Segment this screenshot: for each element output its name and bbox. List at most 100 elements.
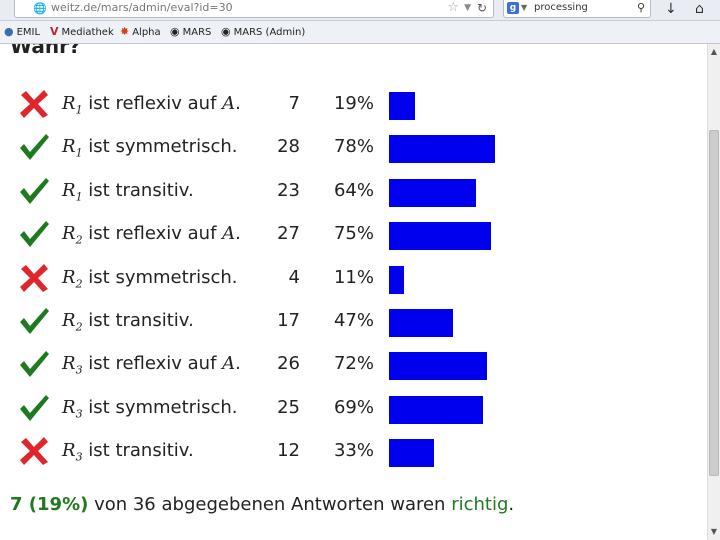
statement-text: R1 ist reflexiv auf A. — [62, 93, 241, 117]
set-symbol: A — [222, 353, 236, 375]
answer-row: R2 ist reflexiv auf A. 27 75% — [0, 214, 707, 254]
relation-index: 3 — [75, 407, 83, 421]
answer-percent: 33% — [333, 440, 374, 462]
statement-text: R2 ist symmetrisch. — [62, 266, 238, 291]
percent-bar — [389, 352, 487, 381]
search-engine-dropdown-icon[interactable]: ▼ — [521, 3, 528, 12]
answer-row: R2 ist transitiv. 17 47% — [0, 301, 707, 341]
statement-text: R2 ist reflexiv auf A. — [62, 223, 241, 247]
result-text: von 36 abgegebenen Antworten waren — [94, 494, 446, 515]
answer-count: 7 — [288, 93, 300, 114]
globe-icon: 🌐 — [33, 2, 47, 15]
cross-icon — [20, 90, 48, 118]
bookmarks-bar: ● EMIL V Mediathek ✸ Alpha ◉ MARS ◉ MARS (Adm… — [0, 21, 720, 44]
cross-icon — [20, 437, 48, 466]
percent-bar — [389, 222, 491, 251]
statement-text: R3 ist reflexiv auf A. — [62, 353, 241, 377]
relation-index: 1 — [75, 103, 83, 117]
bookmark-mediathek[interactable]: V Mediathek — [50, 21, 114, 44]
answer-percent: 11% — [333, 266, 374, 288]
relation-symbol: R1 — [62, 93, 83, 117]
relation-symbol: R3 — [62, 396, 83, 421]
page-content: Wahr? R1 ist reflexiv auf A. 7 19% R1 ist s… — [0, 44, 707, 540]
relation-index: 2 — [75, 320, 83, 334]
relation-symbol: R1 — [62, 136, 83, 160]
percent-bar — [389, 135, 495, 164]
answer-row: R2 ist symmetrisch. 4 11% — [0, 258, 707, 298]
bookmark-mars[interactable]: ◉ MARS — [170, 21, 211, 44]
relation-index: 2 — [75, 277, 83, 291]
answer-percent: 72% — [333, 353, 374, 375]
mars-admin-icon: ◉ — [221, 25, 231, 38]
search-input[interactable]: processing — [534, 2, 588, 13]
answer-row: R1 ist reflexiv auf A. 7 19% — [0, 84, 707, 124]
download-icon[interactable]: ↓ — [665, 1, 677, 17]
statement-text: R3 ist symmetrisch. — [62, 396, 238, 421]
home-icon[interactable]: ⌂ — [695, 1, 704, 17]
url-dropdown-icon[interactable]: ▼ — [464, 3, 471, 13]
emil-icon: ● — [4, 25, 14, 38]
url-bar[interactable]: 🌐 weitz.de/mars/admin/eval?id=30 ☆ ▼ ↻ — [14, 0, 494, 18]
answer-count: 25 — [277, 396, 300, 418]
scroll-up-icon[interactable]: ▲ — [710, 47, 718, 56]
result-count: 7 (19%) — [10, 494, 89, 515]
statement-text: R1 ist transitiv. — [62, 179, 194, 204]
bookmark-star-icon[interactable]: ☆ — [447, 0, 459, 15]
relation-index: 3 — [75, 450, 83, 464]
answer-row: R3 ist reflexiv auf A. 26 72% — [0, 344, 707, 384]
relation-symbol: R3 — [62, 353, 83, 377]
relation-index: 1 — [75, 146, 83, 160]
alpha-icon: ✸ — [120, 25, 130, 38]
cross-icon — [20, 263, 48, 292]
check-icon — [20, 177, 49, 204]
answer-percent: 78% — [333, 136, 374, 158]
percent-bar — [389, 439, 434, 468]
check-icon — [20, 221, 49, 248]
check-icon — [20, 394, 49, 421]
scroll-down-icon[interactable]: ▼ — [710, 527, 718, 536]
relation-symbol: R1 — [62, 179, 83, 204]
answer-count: 17 — [277, 310, 300, 331]
browser-toolbar: 🌐 weitz.de/mars/admin/eval?id=30 ☆ ▼ ↻ g… — [0, 0, 720, 21]
percent-bar — [389, 92, 415, 120]
url-text[interactable]: weitz.de/mars/admin/eval?id=30 — [51, 1, 233, 14]
relation-index: 3 — [75, 363, 83, 377]
scroll-thumb[interactable] — [709, 130, 719, 476]
set-symbol: A — [222, 93, 236, 114]
answer-row: R1 ist symmetrisch. 28 78% — [0, 127, 707, 167]
answer-percent: 47% — [333, 310, 374, 331]
vertical-scrollbar[interactable]: ▲ ▼ — [707, 44, 720, 540]
reload-icon[interactable]: ↻ — [476, 1, 487, 15]
statement-text: R1 ist symmetrisch. — [62, 136, 238, 160]
statement-text: R3 ist transitiv. — [62, 440, 194, 464]
answer-row: R3 ist symmetrisch. 25 69% — [0, 388, 707, 428]
percent-bar — [389, 265, 404, 294]
answer-percent: 19% — [333, 93, 374, 114]
statement-text: R2 ist transitiv. — [62, 310, 194, 334]
relation-index: 1 — [75, 190, 83, 204]
answer-percent: 75% — [333, 223, 374, 245]
mediathek-icon: V — [50, 25, 59, 38]
bookmark-mars-admin[interactable]: ◉ MARS (Admin) — [221, 21, 305, 44]
answer-count: 4 — [288, 266, 300, 288]
bookmark-emil[interactable]: ● EMIL — [4, 21, 40, 44]
answer-row: R3 ist transitiv. 12 33% — [0, 431, 707, 471]
relation-symbol: R2 — [62, 223, 83, 247]
percent-bar — [389, 395, 483, 424]
percent-bar — [389, 309, 453, 337]
relation-index: 2 — [75, 233, 83, 247]
percent-bar — [389, 178, 476, 207]
search-bar[interactable]: g ▼ processing ⚲ — [503, 0, 651, 18]
check-icon — [20, 134, 49, 161]
relation-symbol: R3 — [62, 440, 83, 464]
answer-percent: 64% — [333, 179, 374, 201]
relation-symbol: R2 — [62, 310, 83, 334]
google-icon[interactable]: g — [507, 2, 519, 14]
search-icon[interactable]: ⚲ — [636, 1, 645, 14]
relation-symbol: R2 — [62, 266, 83, 291]
bookmark-alpha[interactable]: ✸ Alpha — [120, 21, 161, 44]
set-symbol: A — [222, 223, 236, 245]
question-heading: Wahr? — [10, 44, 81, 58]
answer-count: 28 — [277, 136, 300, 158]
check-icon — [20, 351, 49, 378]
